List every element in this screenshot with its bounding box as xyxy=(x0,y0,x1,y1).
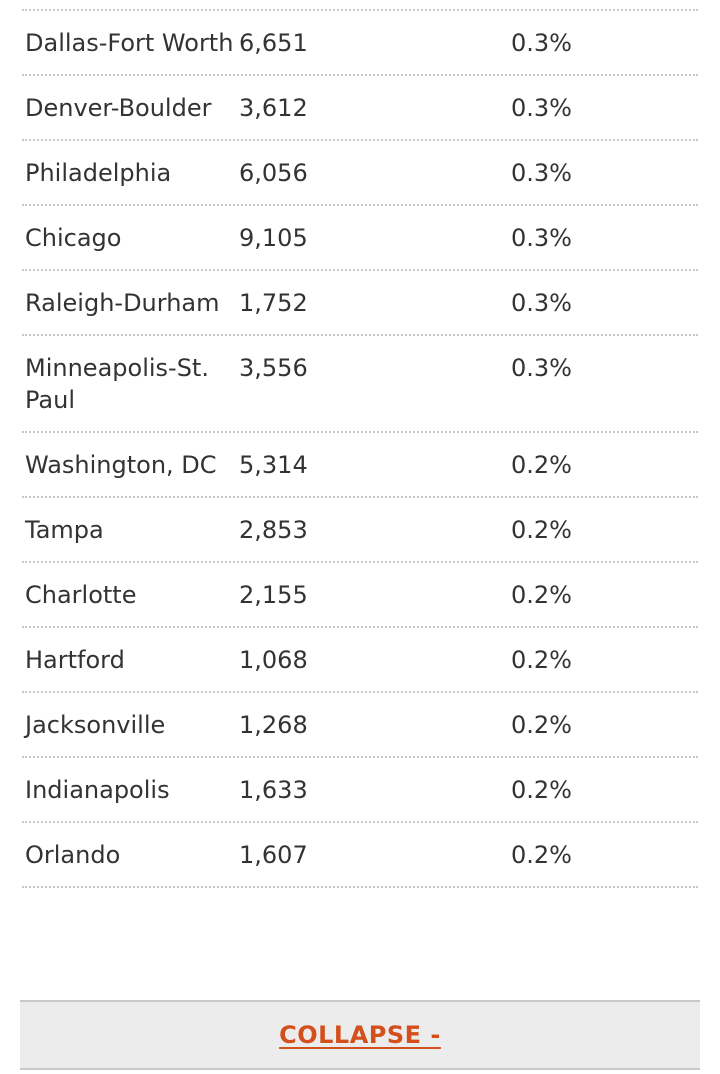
count-cell: 1,268 xyxy=(239,711,308,739)
count-cell: 1,633 xyxy=(239,776,308,804)
percent-cell: 0.2% xyxy=(511,646,572,674)
table-row: Orlando 1,607 0.2% xyxy=(22,823,698,888)
city-cell: Orlando xyxy=(25,841,121,869)
city-cell: Raleigh-Durham xyxy=(25,289,220,317)
table-row: Tampa 2,853 0.2% xyxy=(22,498,698,563)
count-cell: 3,556 xyxy=(239,354,308,382)
city-cell: Jacksonville xyxy=(25,711,166,739)
percent-cell: 0.3% xyxy=(511,159,572,187)
city-cell: Washington, DC xyxy=(25,451,217,479)
count-cell: 2,155 xyxy=(239,581,308,609)
collapse-link[interactable]: COLLAPSE - xyxy=(279,1021,441,1049)
table-row: Philadelphia 6,056 0.3% xyxy=(22,141,698,206)
percent-cell: 0.2% xyxy=(511,711,572,739)
count-cell: 9,105 xyxy=(239,224,308,252)
count-cell: 1,607 xyxy=(239,841,308,869)
table-row: Charlotte 2,155 0.2% xyxy=(22,563,698,628)
percent-cell: 0.2% xyxy=(511,581,572,609)
percent-cell: 0.3% xyxy=(511,94,572,122)
table-row: Indianapolis 1,633 0.2% xyxy=(22,758,698,823)
city-cell: Philadelphia xyxy=(25,159,172,187)
city-cell: Minneapolis-St. Paul xyxy=(25,354,209,414)
table-row: Dallas-Fort Worth 6,651 0.3% xyxy=(22,11,698,76)
metro-table: Dallas-Fort Worth 6,651 0.3% Denver-Boul… xyxy=(22,0,698,888)
table-row: Washington, DC 5,314 0.2% xyxy=(22,433,698,498)
count-cell: 2,853 xyxy=(239,516,308,544)
table-row: Minneapolis-St. Paul 3,556 0.3% xyxy=(22,336,698,433)
percent-cell: 0.2% xyxy=(511,516,572,544)
table-top-rule xyxy=(22,0,698,11)
city-cell: Chicago xyxy=(25,224,122,252)
count-cell: 3,612 xyxy=(239,94,308,122)
percent-cell: 0.3% xyxy=(511,29,572,57)
count-cell: 1,752 xyxy=(239,289,308,317)
percent-cell: 0.3% xyxy=(511,289,572,317)
city-cell: Charlotte xyxy=(25,581,137,609)
city-cell: Hartford xyxy=(25,646,125,674)
table-row: Denver-Boulder 3,612 0.3% xyxy=(22,76,698,141)
table-row: Jacksonville 1,268 0.2% xyxy=(22,693,698,758)
count-cell: 1,068 xyxy=(239,646,308,674)
collapse-button[interactable]: COLLAPSE - xyxy=(20,1000,700,1070)
table-row: Chicago 9,105 0.3% xyxy=(22,206,698,271)
count-cell: 6,651 xyxy=(239,29,308,57)
percent-cell: 0.2% xyxy=(511,776,572,804)
city-cell: Denver-Boulder xyxy=(25,94,212,122)
table-row: Hartford 1,068 0.2% xyxy=(22,628,698,693)
count-cell: 5,314 xyxy=(239,451,308,479)
percent-cell: 0.3% xyxy=(511,224,572,252)
city-cell: Indianapolis xyxy=(25,776,170,804)
percent-cell: 0.2% xyxy=(511,451,572,479)
percent-cell: 0.3% xyxy=(511,354,572,382)
city-cell: Dallas-Fort Worth xyxy=(25,29,234,57)
count-cell: 6,056 xyxy=(239,159,308,187)
table-row: Raleigh-Durham 1,752 0.3% xyxy=(22,271,698,336)
percent-cell: 0.2% xyxy=(511,841,572,869)
city-cell: Tampa xyxy=(25,516,104,544)
